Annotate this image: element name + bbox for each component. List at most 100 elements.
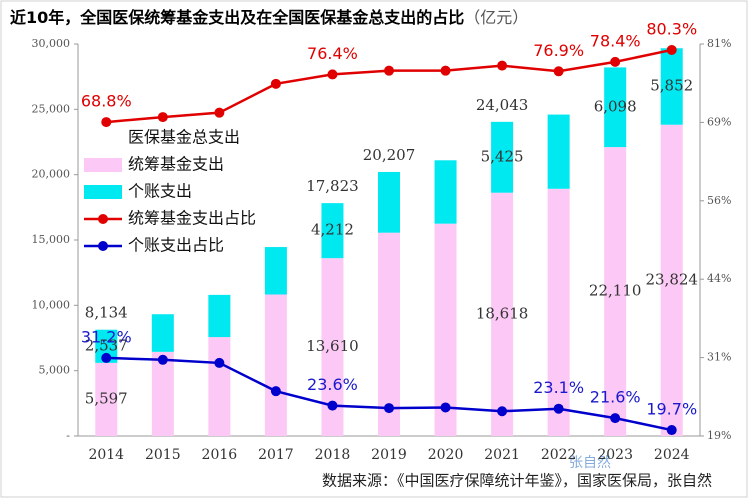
legend-label: 个账支出占比 bbox=[128, 236, 224, 255]
total-label: 24,043 bbox=[476, 96, 529, 114]
x-tick-label: 2018 bbox=[315, 447, 351, 463]
point-label: 76.4% bbox=[307, 44, 358, 63]
legend-swatch bbox=[98, 214, 108, 224]
x-tick-label: 2023 bbox=[597, 447, 633, 463]
title-text: 近10年，全国医保统筹基金支出及在全国医保基金总支出的占比 bbox=[10, 8, 465, 27]
bar-segment bbox=[378, 232, 400, 436]
bar-value-label: 6,098 bbox=[594, 97, 637, 115]
y-tick-label: 10,000 bbox=[32, 298, 71, 311]
legend-label: 统筹基金支出 bbox=[128, 155, 224, 174]
bar-segment bbox=[95, 362, 118, 436]
bar-value-label: 2,537 bbox=[85, 336, 128, 354]
line-point bbox=[384, 403, 394, 414]
point-label: 19.7% bbox=[646, 400, 697, 419]
line-point bbox=[101, 352, 112, 363]
legend-swatch bbox=[98, 241, 108, 251]
line-point bbox=[214, 107, 225, 118]
point-label: 23.1% bbox=[533, 378, 584, 397]
y-tick-label: 30,000 bbox=[32, 37, 71, 50]
bar-segment bbox=[264, 294, 287, 436]
bar-segment bbox=[660, 124, 683, 436]
bar-segment bbox=[208, 337, 231, 436]
line-point bbox=[327, 69, 338, 80]
line bbox=[106, 48, 672, 124]
total-label: 17,823 bbox=[306, 177, 359, 195]
y2-tick-label: 44% bbox=[707, 272, 731, 285]
bar-segment bbox=[378, 171, 400, 233]
bar-segment bbox=[547, 188, 570, 436]
bar-value-label: 18,618 bbox=[476, 304, 529, 322]
bar-segment bbox=[491, 192, 514, 436]
y2-tick-label: 19% bbox=[707, 429, 731, 442]
bar-segment bbox=[660, 48, 683, 125]
total-label: 8,134 bbox=[85, 304, 128, 322]
bar-value-label: 23,824 bbox=[645, 270, 698, 288]
legend-label: 个账支出 bbox=[128, 182, 192, 201]
x-tick-label: 2016 bbox=[202, 447, 238, 463]
point-label: 31.2% bbox=[81, 327, 132, 346]
y2-tick-label: 31% bbox=[707, 351, 731, 364]
bar-segment bbox=[321, 203, 344, 259]
line-point bbox=[327, 400, 338, 411]
watermark: 张自然 bbox=[569, 454, 611, 471]
bar-segment bbox=[547, 114, 570, 189]
bar-segment bbox=[604, 67, 627, 148]
line-point bbox=[384, 65, 394, 76]
bar-segment bbox=[151, 314, 174, 352]
x-tick-label: 2020 bbox=[428, 447, 464, 463]
bar-value-label: 5,425 bbox=[481, 147, 524, 165]
bar-segment bbox=[604, 147, 627, 436]
y2-tick-label: 81% bbox=[707, 37, 731, 50]
point-label: 68.8% bbox=[81, 92, 132, 111]
x-tick-label: 2015 bbox=[145, 447, 181, 463]
x-tick-label: 2021 bbox=[484, 447, 520, 463]
bar-value-label: 22,110 bbox=[589, 282, 642, 300]
point-label: 76.9% bbox=[533, 41, 584, 60]
line-point bbox=[440, 65, 451, 76]
x-tick-label: 2017 bbox=[258, 447, 294, 463]
point-label: 23.6% bbox=[307, 375, 358, 394]
y-tick-label: 25,000 bbox=[32, 102, 71, 115]
bar-segment bbox=[434, 223, 457, 436]
bar-segment bbox=[434, 160, 457, 224]
y-tick-label: 20,000 bbox=[32, 168, 71, 181]
y2-tick-label: 69% bbox=[707, 115, 731, 128]
line-point bbox=[270, 386, 281, 397]
legend-swatch bbox=[84, 158, 122, 172]
line-point bbox=[157, 112, 168, 123]
line-point bbox=[157, 354, 168, 365]
bar-value-label: 4,212 bbox=[311, 221, 354, 239]
legend-swatch bbox=[84, 185, 122, 199]
bar-value-label: 5,852 bbox=[650, 76, 693, 94]
bar-value-label: 5,597 bbox=[85, 389, 128, 407]
x-tick-label: 2024 bbox=[654, 447, 690, 463]
line-point bbox=[101, 117, 112, 128]
bar-segment bbox=[208, 294, 231, 338]
y-tick-label: - bbox=[66, 429, 70, 442]
total-label: 20,207 bbox=[363, 146, 416, 164]
line-point bbox=[214, 357, 225, 368]
chart-title: 近10年，全国医保统筹基金支出及在全国医保基金总支出的占比（亿元） bbox=[10, 4, 528, 28]
legend-label: 医保基金总支出 bbox=[128, 128, 240, 147]
y2-tick-label: 56% bbox=[707, 194, 731, 207]
line-point bbox=[270, 78, 281, 89]
line-point bbox=[666, 425, 677, 436]
bar-value-label: 13,610 bbox=[306, 337, 359, 355]
line-point bbox=[497, 60, 508, 71]
y-tick-label: 5,000 bbox=[39, 364, 71, 377]
bar-segment bbox=[321, 258, 344, 436]
bar-segment bbox=[491, 121, 514, 193]
bar-segment bbox=[151, 351, 174, 436]
x-tick-label: 2019 bbox=[371, 447, 407, 463]
line-point bbox=[553, 66, 564, 77]
bar-segment bbox=[95, 329, 118, 363]
x-tick-label: 2022 bbox=[541, 447, 577, 463]
x-tick-label: 2014 bbox=[88, 447, 124, 463]
bar-segment bbox=[264, 247, 287, 295]
point-label: 78.4% bbox=[590, 31, 641, 50]
line-point bbox=[440, 402, 451, 413]
point-label: 80.3% bbox=[646, 19, 697, 38]
y-tick-label: 15,000 bbox=[32, 233, 71, 246]
